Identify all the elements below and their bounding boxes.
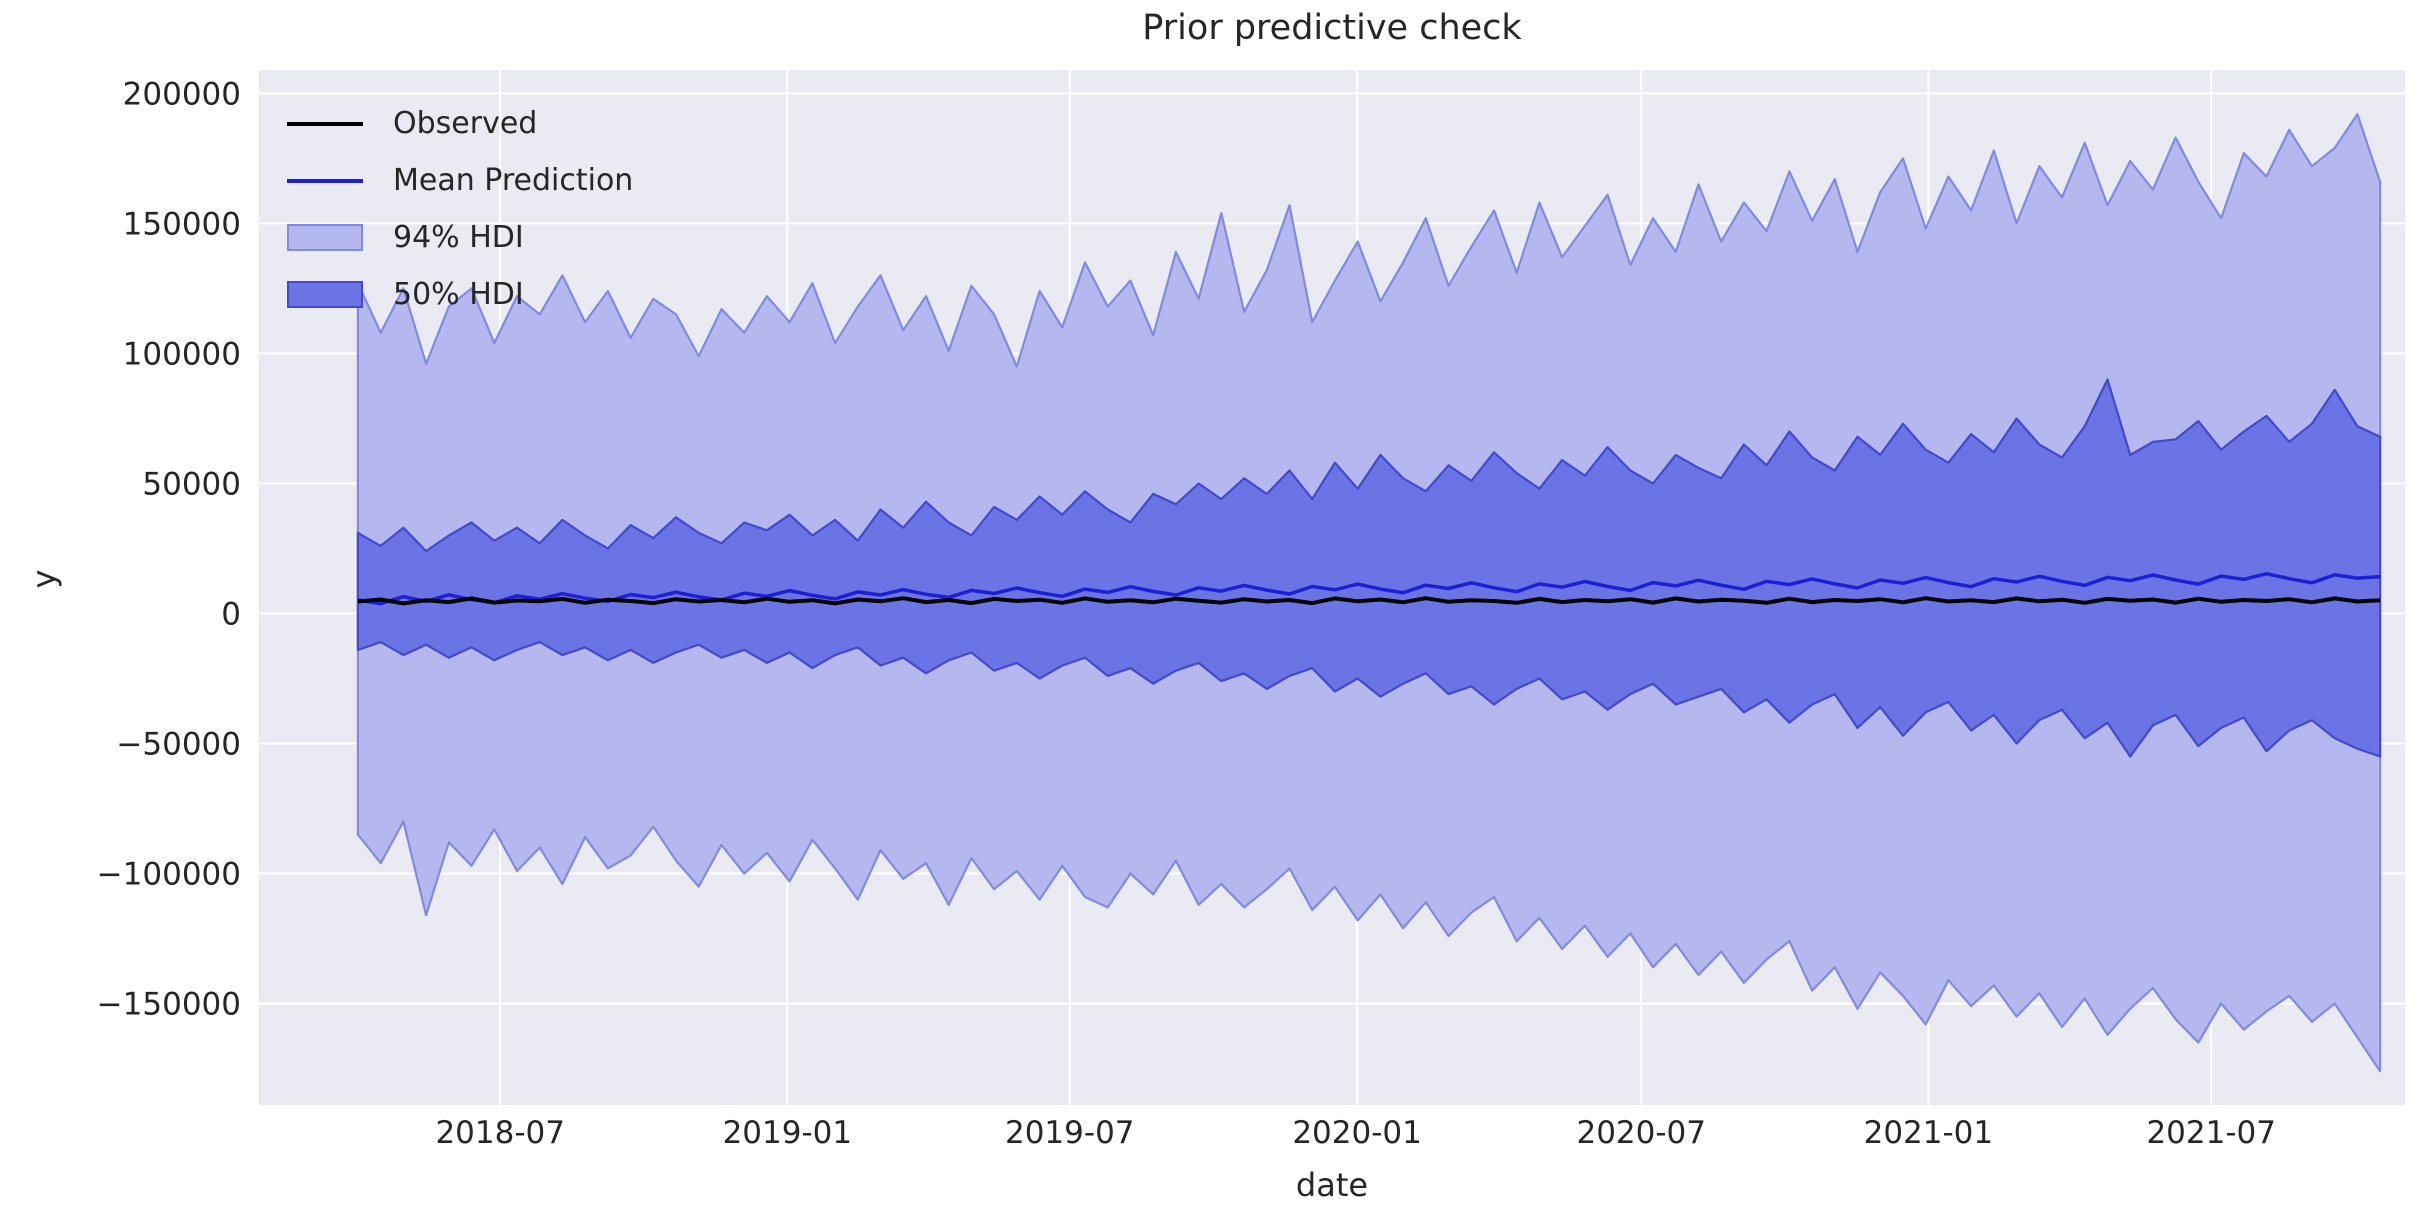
y-tick-label: −100000 <box>97 857 241 893</box>
y-axis-label: y <box>25 569 63 589</box>
y-tick-label: −150000 <box>97 987 241 1023</box>
x-tick-label: 2021-07 <box>2146 1115 2276 1151</box>
legend-item-mean-prediction: Mean Prediction <box>287 152 633 209</box>
mean-line-swatch-icon <box>287 178 363 183</box>
y-tick-label: 100000 <box>123 336 241 372</box>
y-tick-label: 200000 <box>123 76 241 112</box>
y-tick-label: 0 <box>221 597 241 633</box>
x-tick-label: 2018-07 <box>435 1115 565 1151</box>
observed-line-swatch-icon <box>287 121 363 126</box>
hdi94-patch-swatch-icon <box>287 224 363 251</box>
x-tick-label: 2019-01 <box>723 1115 853 1151</box>
legend-item-observed: Observed <box>287 95 633 152</box>
y-tick-label: −50000 <box>116 727 241 763</box>
y-tick-label: 50000 <box>142 466 241 502</box>
legend-label: 50% HDI <box>393 277 524 312</box>
mean-prediction-line <box>357 571 2381 606</box>
observed-line <box>357 596 2381 606</box>
chart-title: Prior predictive check <box>1142 8 1522 48</box>
legend-label: Observed <box>393 106 538 141</box>
x-tick-label: 2020-07 <box>1576 1115 1706 1151</box>
legend: Observed Mean Prediction 94% HDI 50% HDI <box>287 95 633 323</box>
x-tick-label: 2019-07 <box>1005 1115 1135 1151</box>
legend-label: Mean Prediction <box>393 163 634 198</box>
y-tick-label: 150000 <box>123 206 241 242</box>
hdi50-patch-swatch-icon <box>287 281 363 308</box>
legend-item-50-hdi: 50% HDI <box>287 266 633 323</box>
legend-label: 94% HDI <box>393 220 524 255</box>
x-tick-label: 2021-01 <box>1864 1115 1994 1151</box>
x-axis-label: date <box>1295 1166 1369 1204</box>
hdi50-band <box>356 378 2382 758</box>
x-tick-label: 2020-01 <box>1292 1115 1422 1151</box>
legend-item-94-hdi: 94% HDI <box>287 209 633 266</box>
